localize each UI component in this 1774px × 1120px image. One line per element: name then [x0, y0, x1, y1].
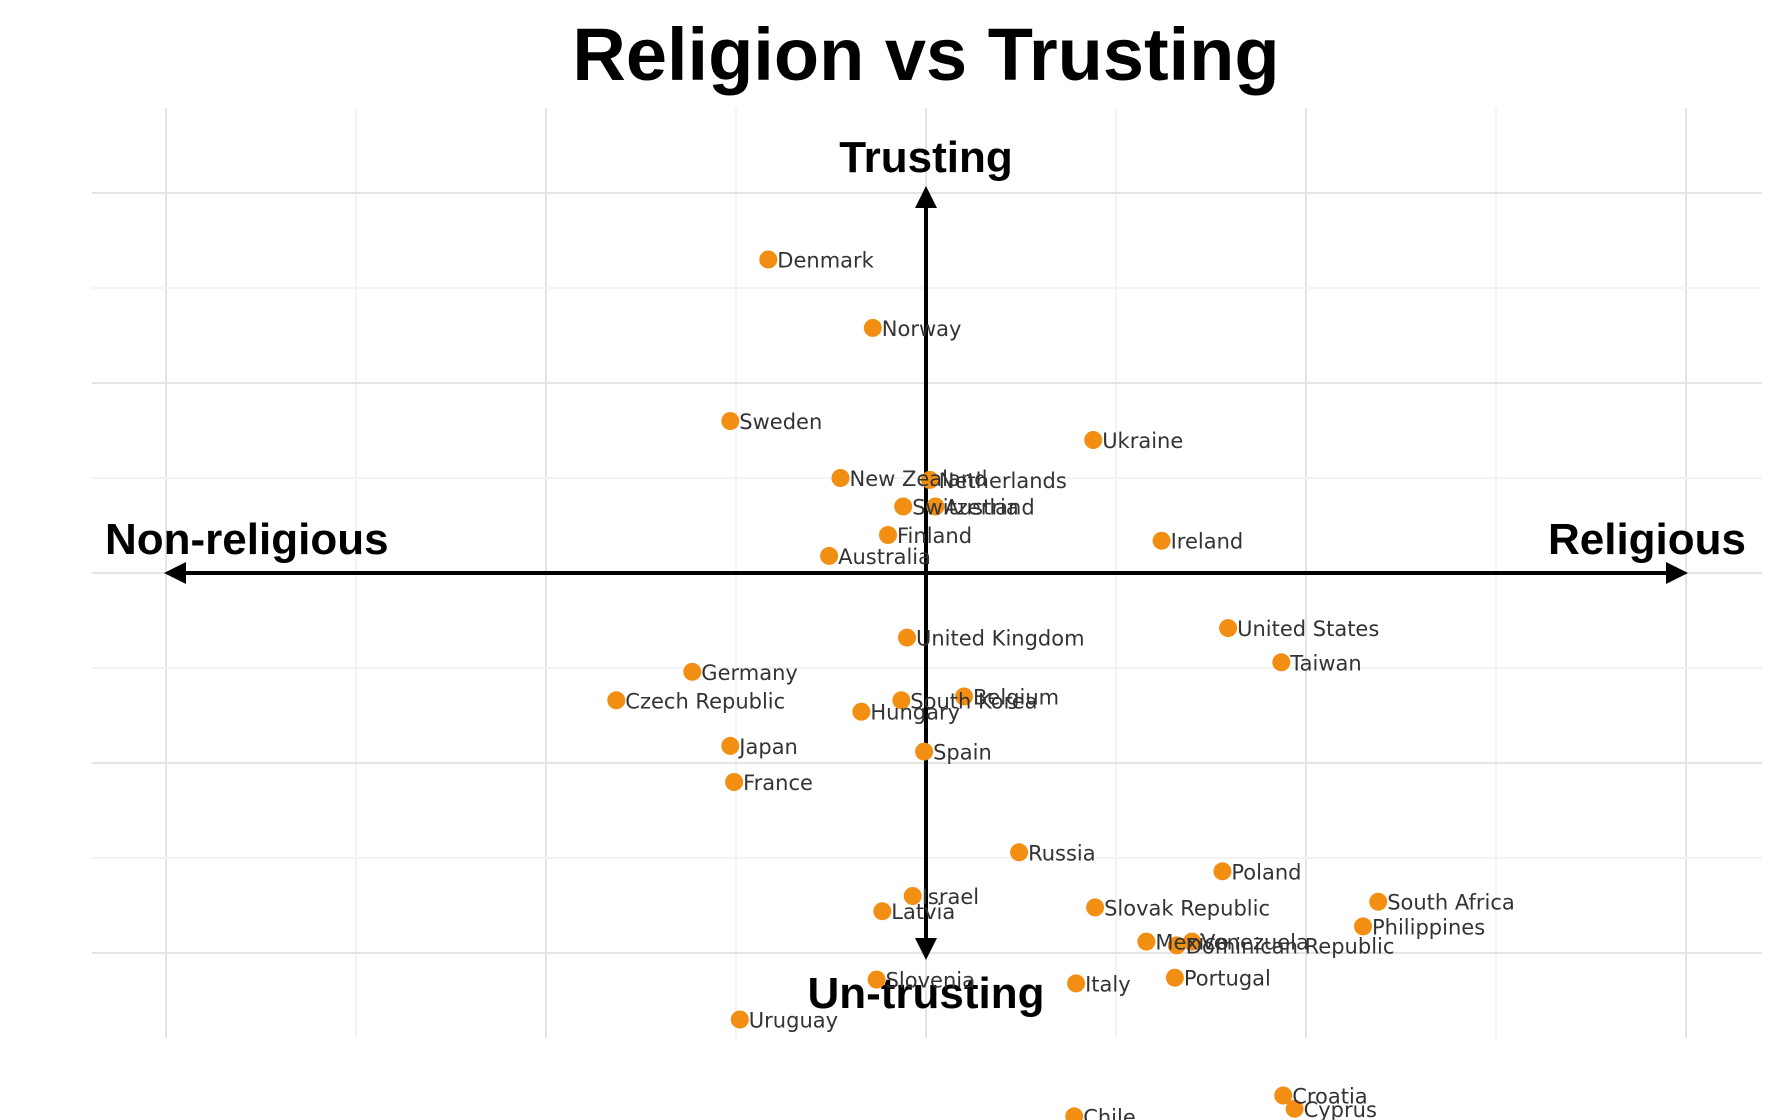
data-label: Czech Republic: [625, 689, 785, 713]
data-label: Norway: [882, 317, 962, 341]
data-point: [1167, 936, 1186, 955]
chart-title: Religion vs Trusting: [572, 13, 1279, 96]
data-point: [867, 970, 886, 989]
axis-label-top: Trusting: [839, 133, 1013, 182]
data-label: Switzerland: [912, 496, 1034, 520]
data-label: Japan: [737, 735, 798, 759]
data-label: Philippines: [1372, 915, 1485, 939]
data-point: [1354, 917, 1372, 936]
arrowhead-top: [915, 186, 937, 208]
data-point: [894, 497, 913, 516]
data-point: [721, 736, 740, 755]
data-label: Slovak Republic: [1104, 896, 1270, 920]
axis-label-left: Non-religious: [105, 515, 389, 564]
data-point: [1272, 653, 1291, 672]
data-label: Australia: [838, 545, 931, 569]
data-point: [1285, 1099, 1304, 1118]
data-point: [955, 687, 973, 706]
data-point: [1065, 1107, 1084, 1120]
data-point: [926, 497, 945, 516]
data-label: Germany: [701, 661, 798, 685]
data-label: Sweden: [739, 410, 822, 434]
data-label: South Korea: [910, 689, 1037, 713]
data-label: Croatia: [1292, 1085, 1368, 1109]
data-point: [730, 1010, 749, 1029]
data-label: United States: [1237, 617, 1379, 641]
data-label: Cyprus: [1304, 1098, 1377, 1120]
data-point: [898, 628, 916, 647]
data-point: [1152, 531, 1171, 550]
axis-label-right: Religious: [1548, 515, 1746, 564]
data-point: [873, 902, 892, 921]
data-point: [903, 887, 922, 905]
data-point: [1213, 862, 1232, 881]
data-label: Israel: [922, 885, 979, 909]
data-label: United Kingdom: [916, 627, 1085, 651]
data-label: Chile: [1083, 1105, 1136, 1120]
data-point: [863, 318, 882, 337]
data-point: [1183, 932, 1201, 951]
data-label: Austria: [945, 496, 1019, 520]
data-point: [831, 469, 850, 487]
data-label: Russia: [1028, 841, 1096, 865]
data-point: [1137, 932, 1156, 951]
data-label: Taiwan: [1289, 651, 1361, 675]
data-points: [607, 250, 1388, 1120]
data-label: Netherlands: [939, 469, 1067, 493]
data-label: Belgium: [973, 686, 1059, 710]
data-point: [1010, 843, 1029, 862]
data-point: [892, 691, 911, 710]
data-point: [1086, 898, 1105, 917]
data-point: [759, 250, 778, 269]
arrowhead-left: [164, 562, 186, 584]
data-label: New Zealand: [850, 467, 988, 491]
data-point: [607, 691, 626, 710]
data-label: Italy: [1085, 972, 1131, 996]
data-label: Ukraine: [1102, 429, 1183, 453]
data-point: [1067, 974, 1086, 993]
axis-label-bottom: Un-trusting: [807, 969, 1044, 1018]
data-label: France: [743, 771, 813, 795]
data-label: Portugal: [1184, 967, 1271, 991]
data-point: [721, 412, 740, 430]
data-label: Spain: [933, 741, 992, 765]
data-label: Venezuela: [1201, 931, 1309, 955]
data-point: [725, 773, 744, 791]
data-labels: Denmark Norway Sweden Ukraine New ZealandNet…: [625, 249, 1515, 1120]
data-label: Finland: [897, 524, 972, 548]
data-label: Slovenia: [886, 969, 975, 993]
data-label: South Africa: [1387, 891, 1515, 915]
data-point: [683, 662, 702, 681]
data-point: [1274, 1086, 1293, 1105]
arrowhead-bottom: [915, 938, 937, 960]
data-point: [1084, 431, 1103, 449]
data-point: [1369, 892, 1388, 911]
data-label: Mexico: [1155, 931, 1228, 955]
data-point: [820, 546, 839, 565]
data-label: Poland: [1231, 860, 1301, 884]
data-point: [852, 702, 871, 721]
data-point: [1165, 968, 1184, 987]
data-label: Denmark: [777, 249, 874, 273]
quadrant-axes: [164, 186, 1688, 960]
data-point: [1219, 619, 1238, 638]
data-point: [915, 742, 934, 761]
data-label: Ireland: [1171, 530, 1244, 554]
data-label: Uruguay: [749, 1009, 838, 1033]
data-label: Latvia: [891, 900, 955, 924]
data-label: Dominican Republic: [1186, 934, 1395, 958]
data-point: [879, 526, 897, 544]
data-label: Hungary: [870, 701, 960, 725]
data-point: [920, 470, 939, 489]
arrowhead-right: [1666, 562, 1688, 584]
